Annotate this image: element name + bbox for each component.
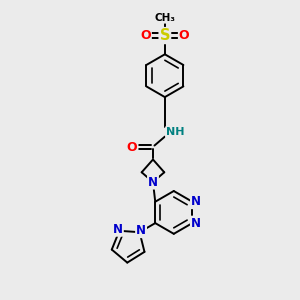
Text: O: O <box>140 29 151 42</box>
Text: CH₃: CH₃ <box>154 13 176 23</box>
Text: O: O <box>179 29 190 42</box>
Text: N: N <box>191 195 201 208</box>
Text: NH: NH <box>166 127 184 137</box>
Text: S: S <box>160 28 170 43</box>
Text: N: N <box>136 224 146 237</box>
Text: O: O <box>127 140 137 154</box>
Text: N: N <box>148 176 158 189</box>
Text: N: N <box>113 223 123 236</box>
Text: N: N <box>191 217 201 230</box>
